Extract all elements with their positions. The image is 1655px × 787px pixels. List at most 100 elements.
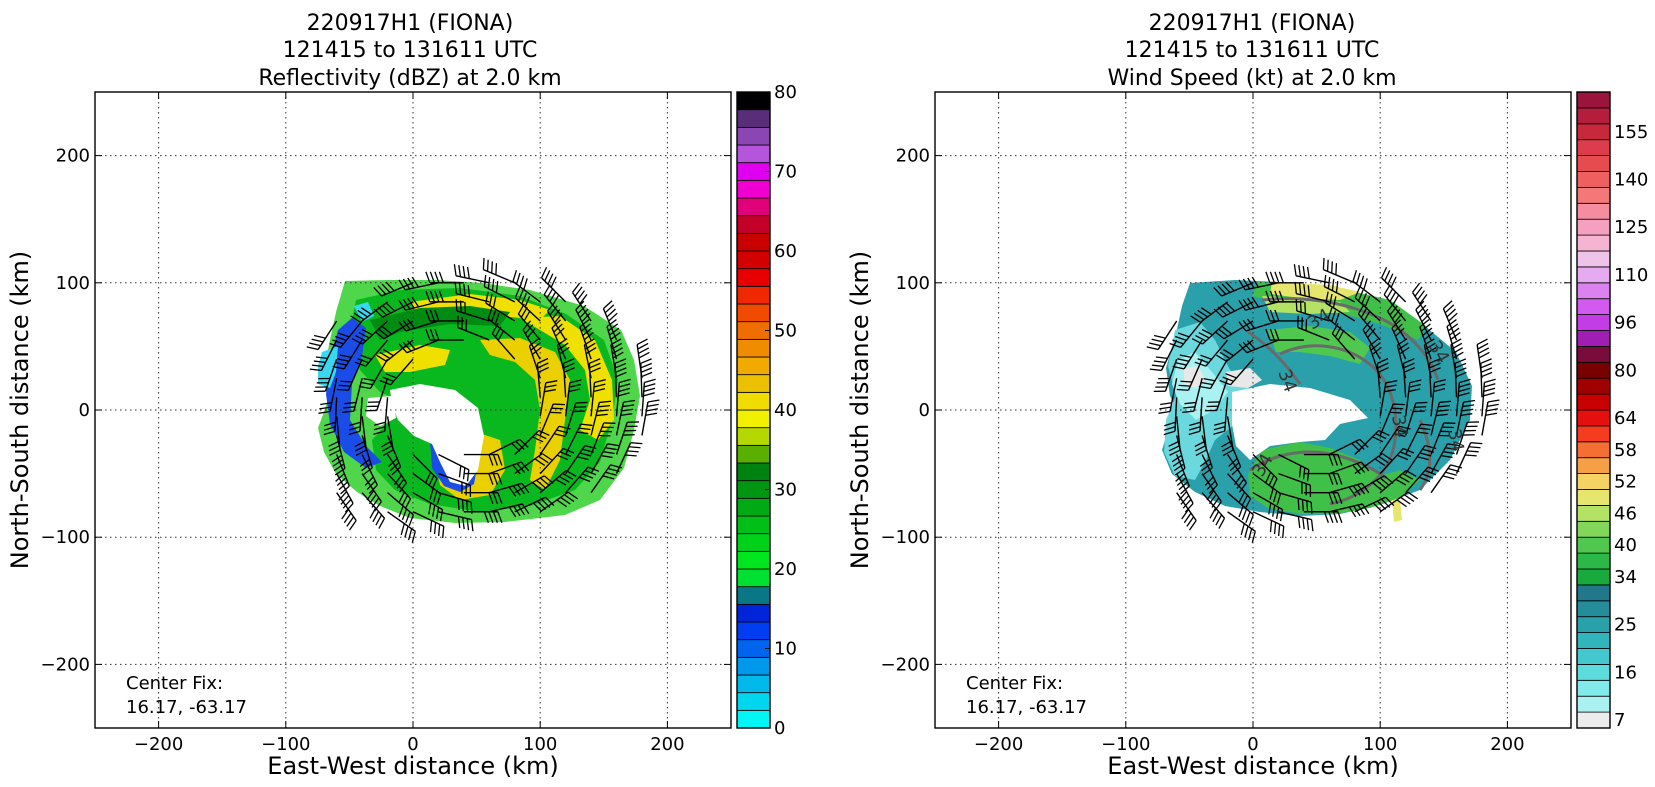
colorbar-segment bbox=[736, 232, 771, 252]
wind-barb-flag bbox=[1216, 354, 1227, 362]
wind-barb-flag bbox=[1395, 478, 1407, 486]
wind-barb-flag bbox=[1222, 376, 1234, 382]
wind-barb-flag bbox=[425, 290, 431, 303]
wind-barb bbox=[590, 422, 605, 455]
wind-barb-flag bbox=[1221, 283, 1231, 293]
colorbar-segment bbox=[736, 427, 771, 446]
wind-barb-flag bbox=[1186, 516, 1195, 527]
wind-barb-flag bbox=[1359, 275, 1365, 288]
wind-barb bbox=[455, 275, 490, 284]
wind-barb-flag bbox=[637, 342, 649, 350]
wind-barb-flag bbox=[338, 481, 349, 491]
wind-barb-flag bbox=[1225, 302, 1236, 312]
wind-barb-flag bbox=[1335, 263, 1338, 275]
colorbar-tick-label: 0 bbox=[774, 718, 785, 739]
wind-barb bbox=[1476, 344, 1483, 379]
x-tick-label: 100 bbox=[523, 734, 557, 755]
wind-barb-flag bbox=[1484, 378, 1496, 384]
wind-barb-flag bbox=[1348, 486, 1357, 497]
wind-barb bbox=[641, 401, 649, 436]
wind-barb-flag bbox=[1328, 293, 1333, 306]
wind-barb-flag bbox=[434, 290, 440, 303]
wind-barb bbox=[1252, 454, 1278, 480]
wind-barb bbox=[1323, 268, 1356, 284]
colorbar-segment bbox=[736, 497, 771, 517]
wind-barb-flag bbox=[1242, 319, 1251, 331]
wind-barb-flag bbox=[1194, 361, 1207, 367]
wind-barb bbox=[1252, 492, 1283, 511]
wind-barb bbox=[1391, 327, 1407, 360]
y-tick-label: −200 bbox=[881, 654, 930, 675]
wind-barb-flag bbox=[1212, 511, 1220, 523]
wind-barb bbox=[1201, 473, 1222, 503]
wind-barb-flag bbox=[577, 304, 587, 315]
wind-barb-flag bbox=[1297, 516, 1301, 529]
colorbar-segment bbox=[736, 709, 771, 729]
colorbar-segment bbox=[1576, 489, 1611, 506]
wind-barb-flag bbox=[1183, 406, 1196, 409]
wind-barb-flag bbox=[1228, 458, 1238, 467]
wind-barb-flag bbox=[559, 346, 570, 355]
wind-barb-flag bbox=[1419, 452, 1432, 457]
wind-barb-flag bbox=[1376, 500, 1387, 510]
wind-barb-flag bbox=[638, 351, 650, 359]
wind-barb-flag bbox=[523, 278, 528, 290]
colorbar-segment bbox=[736, 356, 771, 376]
wind-barb-flag bbox=[537, 357, 549, 364]
wind-barb-flag bbox=[1223, 349, 1234, 357]
wind-barb bbox=[565, 423, 582, 455]
wind-barb-flag bbox=[497, 473, 503, 485]
wind-barb-flag bbox=[1229, 462, 1240, 472]
wind-barb-flag bbox=[497, 511, 503, 523]
wind-barb bbox=[438, 453, 470, 471]
wind-contour-34-west bbox=[1247, 330, 1302, 385]
wind-barb-flag bbox=[411, 276, 419, 288]
wind-barb bbox=[590, 382, 596, 417]
wind-barb-flag bbox=[1303, 284, 1306, 296]
wind-barb-flag bbox=[1393, 433, 1406, 438]
wind-barb-flag bbox=[1374, 458, 1386, 466]
wind-barb-flag bbox=[643, 383, 656, 388]
wind-barb-flag bbox=[461, 499, 464, 512]
wind-barb-flag bbox=[402, 278, 411, 290]
wind-barb bbox=[412, 473, 441, 495]
wind-barb-flag bbox=[455, 299, 458, 311]
wind-barb-flag bbox=[636, 338, 648, 346]
wind-barb bbox=[1331, 333, 1356, 360]
wind-barb-flag bbox=[353, 312, 365, 321]
wind-barb bbox=[336, 435, 346, 469]
wind-center-fix-label: Center Fix: bbox=[966, 673, 1063, 694]
wind-barb bbox=[317, 320, 338, 350]
wind-barb bbox=[1329, 482, 1363, 494]
wind-barb-flag bbox=[573, 410, 585, 413]
wind-barb-flag bbox=[1265, 309, 1271, 322]
wind-barb-flag bbox=[360, 354, 372, 360]
wind-barb-flag bbox=[1487, 399, 1500, 403]
wind-barb bbox=[641, 382, 646, 417]
wind-barb-flag bbox=[578, 427, 591, 431]
wind-barb-flag bbox=[1213, 430, 1225, 435]
wind-barb-flag bbox=[458, 465, 462, 478]
reflectivity-wind-barbs bbox=[306, 257, 660, 543]
wind-barb-flag bbox=[1364, 324, 1374, 335]
wind-barb-flag bbox=[313, 360, 326, 364]
wind-barb-flag bbox=[334, 467, 346, 476]
wind-barb-flag bbox=[425, 328, 431, 341]
wind-barb-flag bbox=[1335, 281, 1339, 293]
wind-barb-flag bbox=[1362, 320, 1372, 331]
wind-barb-flag bbox=[1219, 379, 1231, 386]
wind-area-yellow-south bbox=[1392, 500, 1402, 522]
colorbar-segment bbox=[1576, 536, 1611, 554]
wind-barb bbox=[551, 327, 567, 360]
wind-barb-flag bbox=[577, 456, 589, 461]
colorbar-segment bbox=[736, 586, 771, 605]
wind-barb-flag bbox=[1446, 308, 1456, 318]
wind-barb bbox=[636, 344, 643, 379]
wind-barb-flag bbox=[1413, 410, 1425, 413]
wind-barb bbox=[1396, 345, 1407, 379]
wind-barb-flag bbox=[1180, 495, 1190, 505]
wind-barb-flag bbox=[1194, 440, 1206, 448]
wind-barb-flag bbox=[375, 514, 383, 526]
wind-barb-flag bbox=[1269, 271, 1275, 284]
colorbar-segment bbox=[1576, 107, 1611, 125]
